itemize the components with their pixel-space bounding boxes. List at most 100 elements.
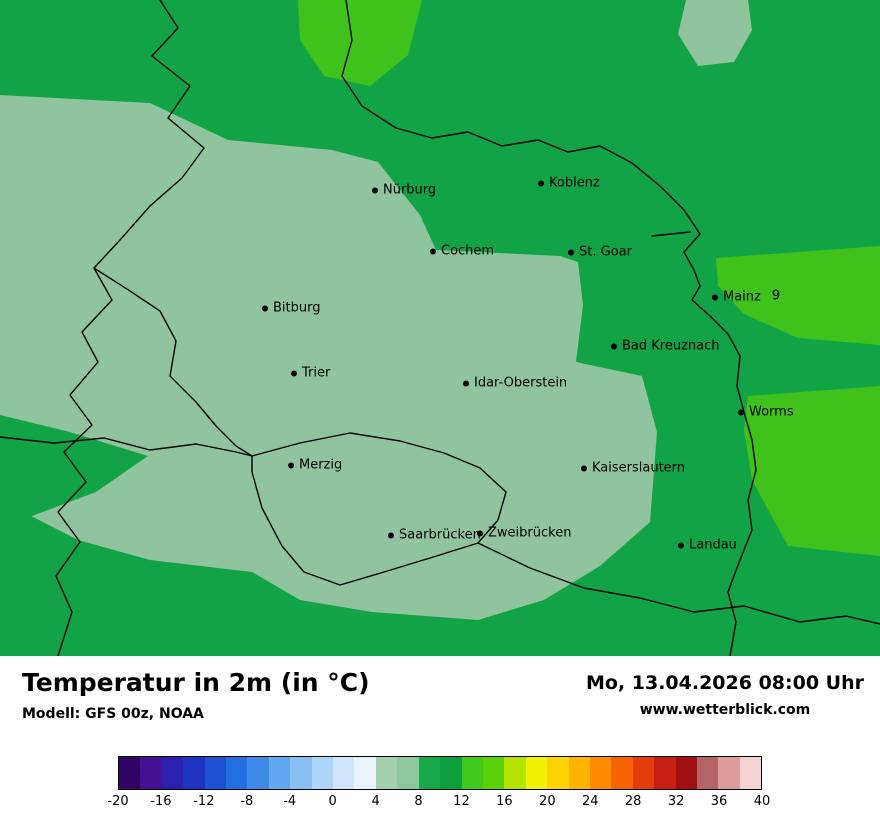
legend-tick-label: -20 [107,794,129,809]
border-rhine-east [683,233,757,656]
city-dot [738,409,744,415]
city-label: Landau [689,537,737,553]
legend-tick-label: 28 [624,794,642,809]
map-footer: Temperatur in 2m (in °C) Modell: GFS 00z… [0,656,880,830]
legend-tick-label: 20 [539,794,556,809]
legend-tick-label: 16 [496,794,513,809]
city-marker: Idar-Oberstein [463,377,567,390]
legend-color-segment [547,757,569,789]
legend-tick-label: 40 [753,794,771,809]
city-label: Idar-Oberstein [474,375,568,391]
legend-color-segment [632,757,655,789]
city-label: Saarbrücken [399,527,481,543]
legend-tick-label: -16 [150,794,172,809]
legend-color-bar [118,756,762,790]
legend-color-segment [311,757,334,789]
region-warm-top [298,0,422,86]
city-marker: Landau [678,539,737,552]
city-marker: Trier [291,367,330,380]
legend-tick-label: 12 [453,794,470,809]
city-marker: Worms [738,406,794,419]
legend-color-segment [183,757,205,789]
legend-color-segment [440,757,462,789]
region-cool-topright [678,0,752,66]
city-dot [581,465,587,471]
temperature-value: 9 [771,288,781,304]
legend-tick-labels: -20 -16 -12 -8 -4 0 4 8 12 16 20 24 28 32 36 40 [107,794,770,810]
city-marker: Nürburg [372,184,436,197]
legend-color-segment [140,757,162,789]
city-dot [611,343,617,349]
city-dot [568,249,574,255]
region-warm-southeast [744,386,880,556]
map-canvas [0,0,880,656]
city-dot [262,305,268,311]
legend-color-segment [611,757,633,789]
border-mainz-dash [651,231,691,237]
city-marker: Mainz [712,291,761,304]
city-dot [712,294,718,300]
city-dot [678,542,684,548]
temperature-map: Nürburg Koblenz Cochem St. Goar Bitburg Mainz… [0,0,880,656]
model-info: Modell: GFS 00z, NOAA [22,706,204,722]
legend-tick-label: 0 [328,794,337,809]
city-marker: Koblenz [538,177,600,190]
border-luxembourg-east [93,267,253,457]
city-label: Trier [302,365,331,381]
city-dot [538,180,544,186]
legend-color-segment [482,757,505,789]
border-france-west [0,436,253,457]
legend-color-segment [718,757,740,789]
city-label: Bad Kreuznach [622,338,720,354]
border-france-south [477,542,880,625]
city-label: St. Goar [579,244,632,260]
legend-color-segment [675,757,697,789]
city-marker: Zweibrücken [477,527,571,540]
website-url: www.wetterblick.com [639,702,811,718]
legend-color-segment [739,757,762,789]
legend-color-segment [375,757,398,789]
city-label: Bitburg [273,300,321,316]
legend-tick-label: 32 [667,794,685,809]
legend-color-segment [525,757,548,789]
city-label: Zweibrücken [488,525,572,541]
city-label: Cochem [441,243,495,259]
footer-right-block: Mo, 13.04.2026 08:00 Uhr www.wetterblick… [586,672,864,718]
legend-color-segment [397,757,419,789]
legend-color-segment [654,757,676,789]
city-label: Merzig [299,457,343,473]
legend-tick-label: -12 [193,794,215,809]
map-title: Temperatur in 2m (in °C) [22,668,370,697]
legend-color-segment [161,757,184,789]
legend-color-segment [589,757,612,789]
city-dot [477,530,483,536]
legend-color-segment [568,757,590,789]
region-cool-sage-main [0,95,657,620]
legend-tick-label: 8 [414,794,423,809]
legend-color-segment [333,757,355,789]
legend-tick-label: 36 [710,794,728,809]
legend-tick-label: 24 [581,794,599,809]
city-dot [463,380,469,386]
city-marker: Bitburg [262,302,321,315]
city-marker: Merzig [288,459,342,472]
legend-tick-label: 4 [371,794,380,809]
legend-color-segment [247,757,269,789]
city-dot [388,532,394,538]
temperature-legend: -20 -16 -12 -8 -4 0 4 8 12 16 20 24 28 32 36 40 [107,756,770,810]
border-north [341,0,701,235]
city-dot [372,187,378,193]
city-marker-layer: Nürburg Koblenz Cochem St. Goar Bitburg Mainz… [262,177,794,552]
legend-color-segment [268,757,291,789]
legend-color-segment [696,757,719,789]
city-marker: Bad Kreuznach [611,340,720,353]
city-label: Worms [749,404,794,420]
legend-color-segment [418,757,441,789]
forecast-datetime: Mo, 13.04.2026 08:00 Uhr [585,672,864,694]
legend-tick-label: -4 [283,794,297,809]
border-west-belgium [55,0,205,656]
city-label: Nürburg [383,182,437,198]
city-marker: Cochem [430,245,494,258]
legend-color-segment [226,757,248,789]
